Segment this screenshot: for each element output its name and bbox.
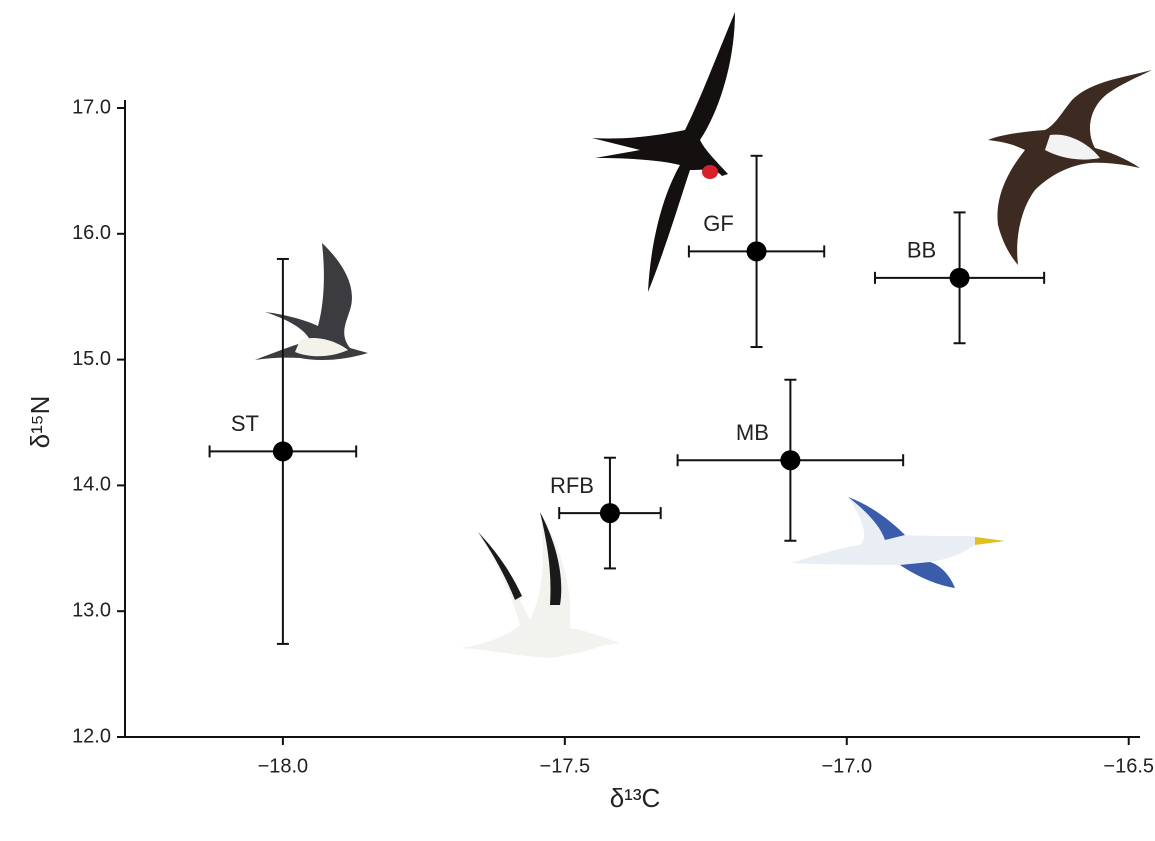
x-tick-label: −16.5	[1103, 755, 1154, 777]
bird-masked-booby	[792, 497, 1005, 588]
y-tick-label: 13.0	[72, 599, 111, 621]
point	[746, 241, 767, 262]
point	[599, 503, 620, 524]
bird-sooty-tern	[255, 243, 368, 361]
point-label: MB	[736, 420, 769, 445]
y-tick-label: 15.0	[72, 348, 111, 370]
point	[272, 441, 293, 462]
x-axis-title: δ¹³C	[610, 783, 661, 813]
y-tick-label: 14.0	[72, 474, 111, 496]
x-tick-label: −17.0	[821, 755, 872, 777]
y-tick-label: 16.0	[72, 222, 111, 244]
y-tick-label: 17.0	[72, 96, 111, 118]
point-label: ST	[231, 411, 259, 436]
bird-frigatebird	[592, 12, 735, 292]
point	[949, 267, 970, 288]
point-label: BB	[907, 238, 936, 263]
point	[780, 450, 801, 471]
point-label: RFB	[550, 473, 594, 498]
x-tick-label: −18.0	[258, 755, 309, 777]
bird-red-footed-booby	[460, 512, 620, 658]
y-axis-title: δ¹⁵N	[25, 396, 55, 449]
point-label: GF	[703, 211, 734, 236]
x-tick-label: −17.5	[540, 755, 591, 777]
bird-brown-booby	[988, 70, 1152, 265]
y-tick-label: 12.0	[72, 725, 111, 747]
